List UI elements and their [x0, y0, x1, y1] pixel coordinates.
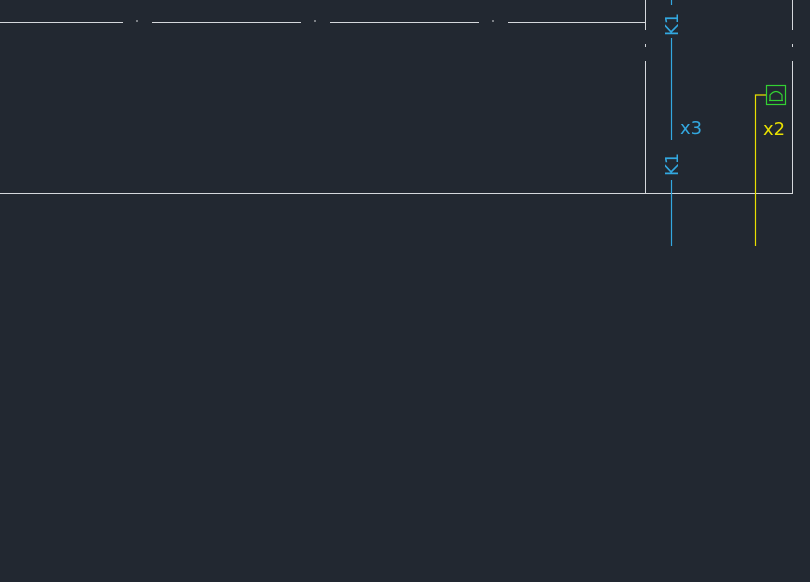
cable-tag-bottom[interactable]: K1	[662, 153, 683, 176]
cable-tag-top[interactable]: K1	[662, 13, 683, 36]
cable-count-label[interactable]: x3	[680, 118, 702, 139]
wall-socket-icon[interactable]	[765, 84, 787, 106]
top-wall-line[interactable]	[0, 20, 645, 23]
wire-count-label[interactable]: x2	[763, 119, 785, 140]
wire-route[interactable]	[754, 94, 767, 246]
